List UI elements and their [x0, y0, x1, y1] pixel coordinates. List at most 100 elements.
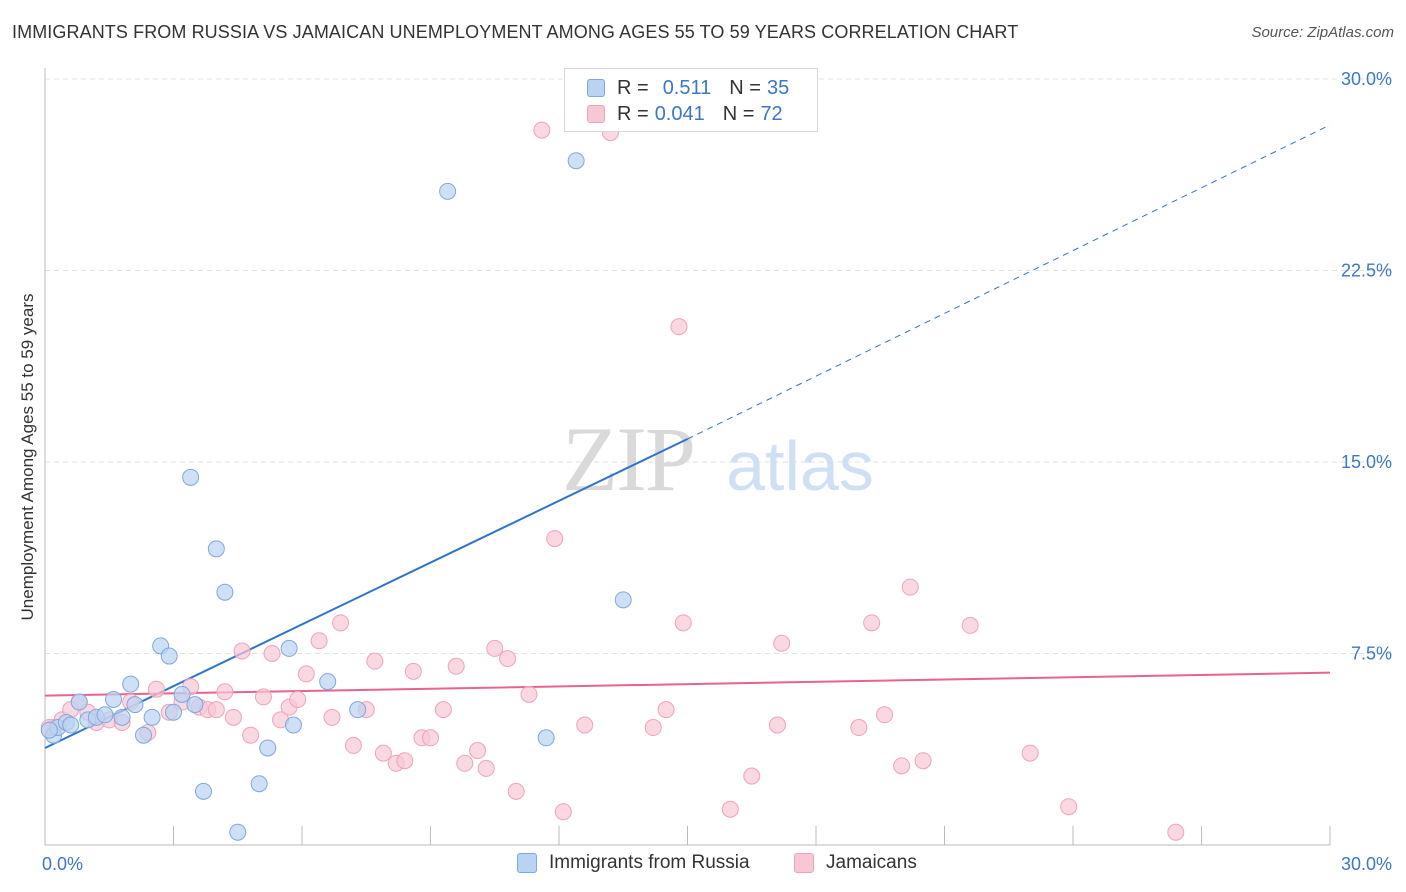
point-jamaican [289, 690, 307, 708]
point-jamaican [486, 639, 504, 657]
point-jamaican [850, 719, 868, 737]
bottom-legend-russia: Immigrants from Russia [517, 852, 750, 874]
point-russia [567, 152, 585, 170]
point-jamaican [1021, 744, 1039, 762]
point-jamaican [477, 759, 495, 777]
legend-row-russia: R = 0.511 N = 35 [587, 75, 789, 101]
point-jamaican [546, 530, 564, 548]
y-tick-label: 22.5% [1341, 261, 1392, 281]
point-russia [165, 703, 182, 721]
legend-swatch-blue [587, 79, 605, 97]
legend-n-label: N = [722, 102, 755, 125]
point-jamaican [310, 632, 328, 650]
point-jamaican [674, 614, 692, 632]
point-russia [194, 782, 212, 800]
point-russia [105, 690, 123, 708]
point-russia [143, 708, 161, 726]
point-jamaican [469, 742, 487, 760]
point-jamaican [224, 708, 242, 726]
point-jamaican [1060, 798, 1078, 816]
point-jamaican [404, 662, 422, 680]
legend-row-jamaicans: R = 0.041 N = 72 [587, 101, 783, 127]
point-jamaican [233, 642, 251, 660]
point-jamaican [323, 708, 341, 726]
point-jamaican [216, 683, 234, 701]
point-russia [614, 591, 632, 609]
point-jamaican [901, 578, 919, 596]
point-jamaican [396, 752, 414, 770]
point-jamaican [207, 701, 225, 719]
watermark-zip: ZIP [562, 408, 694, 510]
point-jamaican [876, 706, 894, 724]
point-russia [186, 696, 204, 714]
point-russia [173, 685, 191, 703]
point-russia [126, 696, 144, 714]
point-russia [182, 468, 200, 486]
point-jamaican [344, 736, 362, 754]
point-russia [40, 721, 58, 739]
point-russia [70, 693, 88, 711]
bottom-legend: Immigrants from Russia Jamaicans [0, 852, 1406, 878]
point-jamaican [768, 716, 786, 734]
point-russia [229, 823, 247, 841]
point-jamaican [914, 752, 932, 770]
point-russia [349, 701, 367, 719]
point-russia [250, 775, 268, 793]
legend-n-value: 35 [766, 76, 790, 99]
axes [44, 68, 1331, 846]
point-jamaican [721, 800, 739, 818]
point-russia [160, 647, 178, 665]
legend-n-label: N = [729, 76, 761, 99]
y-tick-label: 7.5% [1351, 644, 1392, 664]
point-jamaican [554, 803, 572, 821]
point-jamaican [147, 680, 165, 698]
point-russia [280, 639, 298, 657]
legend-r-value: 0.041 [654, 102, 705, 125]
point-russia [207, 540, 225, 558]
point-jamaican [332, 614, 350, 632]
source-label: Source: ZipAtlas.com [1251, 24, 1394, 41]
legend-swatch-pink [587, 105, 605, 123]
point-jamaican [499, 650, 517, 668]
point-russia [122, 675, 140, 693]
point-russia [537, 729, 555, 747]
point-russia [439, 182, 457, 200]
bottom-legend-label-jamaicans: Jamaicans [826, 852, 917, 873]
bottom-legend-swatch-blue [517, 853, 537, 873]
point-jamaican [366, 652, 384, 670]
tick-labels: 7.5% 15.0% 22.5% 30.0% 0.0% 30.0% [42, 69, 1392, 874]
point-jamaican [743, 767, 761, 785]
chart-title: IMMIGRANTS FROM RUSSIA VS JAMAICAN UNEMP… [12, 22, 1019, 42]
point-russia [135, 726, 153, 744]
y-tick-label: 30.0% [1341, 69, 1392, 89]
point-russia [113, 708, 131, 726]
point-jamaican [447, 657, 465, 675]
watermark-atlas: atlas [726, 427, 874, 505]
point-jamaican [520, 685, 538, 703]
watermark: ZIP atlas [562, 408, 874, 510]
y-tick-label: 15.0% [1341, 452, 1392, 472]
point-russia [319, 673, 337, 691]
point-jamaican [263, 645, 281, 662]
bottom-legend-label-russia: Immigrants from Russia [549, 852, 750, 873]
point-jamaican [961, 616, 979, 634]
legend-r-label: R = [617, 76, 649, 99]
point-jamaican [773, 634, 791, 652]
data-points [40, 121, 1185, 841]
point-jamaican [297, 665, 315, 683]
trend-line-jamaicans [44, 671, 1331, 697]
point-jamaican [893, 757, 911, 775]
point-russia [216, 583, 234, 601]
point-jamaican [242, 726, 260, 744]
point-jamaican [254, 688, 272, 706]
point-jamaican [657, 701, 675, 719]
gridlines [45, 78, 1394, 654]
bottom-legend-jamaicans: Jamaicans [794, 852, 917, 874]
point-jamaican [422, 729, 439, 747]
point-jamaican [507, 782, 525, 800]
x-tick-label: 0.0% [42, 854, 83, 874]
legend-n-value: 72 [760, 102, 783, 125]
point-russia [259, 739, 277, 757]
point-jamaican [863, 614, 881, 632]
